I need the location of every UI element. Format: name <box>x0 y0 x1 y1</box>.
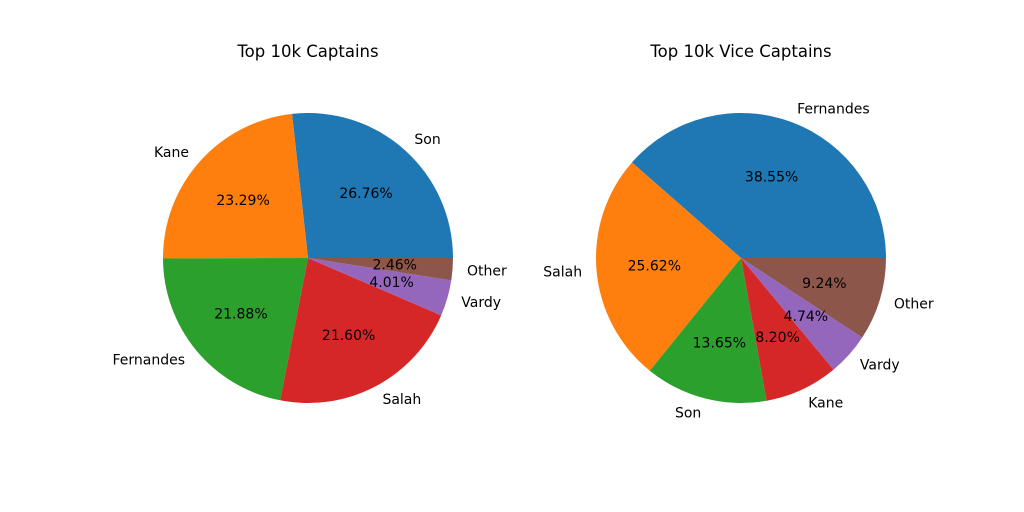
pie-labels: Son 26.76% Kane 23.29% Fernandes 21.88% Salah 2… <box>113 132 508 408</box>
slice-label: Kane <box>808 396 843 412</box>
slice-label: Kane <box>154 145 189 161</box>
slice-label: Salah <box>543 265 582 281</box>
pie-slice-salah <box>280 258 442 403</box>
pie-slice-fernandes <box>163 258 308 401</box>
slice-percent-label: 4.74% <box>784 309 828 325</box>
slice-label: Other <box>894 297 934 313</box>
slice-percent-label: 25.62% <box>628 258 681 274</box>
pie-chart-vice-captains: Top 10k Vice Captains Fernandes 38.55% Sal… <box>543 42 934 421</box>
slice-label: Fernandes <box>797 102 870 118</box>
pie-slice-son <box>292 113 453 259</box>
pie-chart-captains: Top 10k Captains Son 26.76% Kane 23.29% Fern… <box>113 42 508 408</box>
pie-slice-other <box>308 258 453 281</box>
slice-percent-label: 4.01% <box>369 275 413 291</box>
slice-percent-label: 2.46% <box>372 258 416 274</box>
pie-labels: Fernandes 38.55% Salah 25.62% Son 13.65% Kane 8… <box>543 102 934 422</box>
pie-slice-salah <box>595 162 741 371</box>
slice-percent-label: 21.88% <box>214 306 267 322</box>
pie-slices <box>595 112 887 404</box>
pie-slice-vardy <box>308 258 452 316</box>
slice-label: Fernandes <box>113 353 186 369</box>
slice-percent-label: 13.65% <box>693 335 746 351</box>
chart-title: Top 10k Captains <box>236 42 378 61</box>
slice-label: Salah <box>382 392 421 408</box>
chart-title: Top 10k Vice Captains <box>649 42 831 61</box>
slice-label: Other <box>467 263 507 279</box>
slice-percent-label: 21.60% <box>322 328 375 344</box>
pie-slice-other <box>741 258 886 338</box>
pie-slice-kane <box>741 258 834 401</box>
pie-slice-vardy <box>741 258 863 370</box>
slice-label: Vardy <box>461 295 501 311</box>
pie-slice-kane <box>162 113 308 259</box>
slice-label: Son <box>675 405 701 421</box>
pie-slice-son <box>649 258 767 404</box>
slice-percent-label: 9.24% <box>802 276 846 292</box>
pie-slice-fernandes <box>631 112 887 258</box>
slice-percent-label: 26.76% <box>339 186 392 202</box>
slice-label: Son <box>414 132 440 148</box>
pie-slices <box>162 113 453 403</box>
slice-percent-label: 8.20% <box>755 330 799 346</box>
slice-label: Vardy <box>860 357 900 373</box>
slice-percent-label: 23.29% <box>216 193 269 209</box>
slice-percent-label: 38.55% <box>745 170 798 186</box>
